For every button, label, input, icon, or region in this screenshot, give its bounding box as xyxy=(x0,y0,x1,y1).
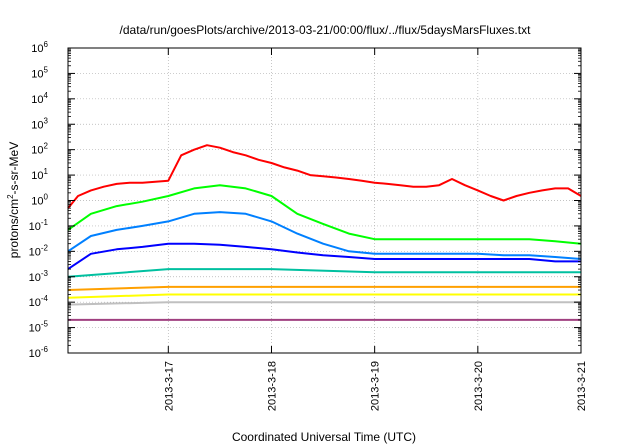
y-tick-label: 10-1 xyxy=(29,218,49,233)
series-line-8 xyxy=(67,301,581,306)
series-line-5 xyxy=(67,268,581,278)
y-tick-label: 10-4 xyxy=(29,294,49,309)
series-line-1 xyxy=(67,144,582,209)
x-tick-label: 2013-3-20 xyxy=(473,361,485,411)
y-tick-label: 104 xyxy=(31,91,48,106)
series-line-6 xyxy=(67,285,581,291)
y-tick-label: 10-3 xyxy=(29,269,49,284)
series-line-2 xyxy=(67,184,582,245)
x-tick-label: 2013-3-17 xyxy=(163,361,175,411)
y-tick-label: 10-2 xyxy=(29,243,49,258)
y-axis: 10-6 10-5 10-4 10-3 10-2 10-1 100 101 102 103 104 1… xyxy=(29,40,581,360)
y-tick-label: 103 xyxy=(31,116,48,131)
series-lines xyxy=(67,144,582,321)
x-tick-label: 2013-3-18 xyxy=(266,361,278,411)
x-tick-label: 2013-3-19 xyxy=(370,361,382,411)
y-tick-label: 106 xyxy=(31,40,48,55)
y-tick-label: 100 xyxy=(31,193,48,208)
x-tick-label: 2013-3-21 xyxy=(576,361,588,411)
y-tick-label: 102 xyxy=(31,142,48,157)
y-tick-label: 105 xyxy=(31,65,48,80)
y-axis-label-suffix: -s-sr-MeV xyxy=(7,142,21,195)
x-axis-label: Coordinated Universal Time (UTC) xyxy=(232,430,416,444)
chart-title: /data/run/goesPlots/archive/2013-03-21/0… xyxy=(120,23,532,37)
y-tick-label: 101 xyxy=(31,167,48,182)
y-tick-label: 10-6 xyxy=(29,345,49,360)
x-axis: 2013-3-17 2013-3-18 2013-3-19 2013-3-20 2013… xyxy=(163,48,588,411)
y-axis-label: protons/cm2-s-sr-MeV xyxy=(6,142,21,258)
series-line-7 xyxy=(67,293,581,299)
y-axis-label-sup: 2 xyxy=(6,194,15,199)
y-tick-label: 10-5 xyxy=(29,320,49,335)
series-line-3 xyxy=(67,211,582,260)
y-axis-label-prefix: protons/cm xyxy=(7,199,21,258)
series-line-4 xyxy=(67,242,581,270)
